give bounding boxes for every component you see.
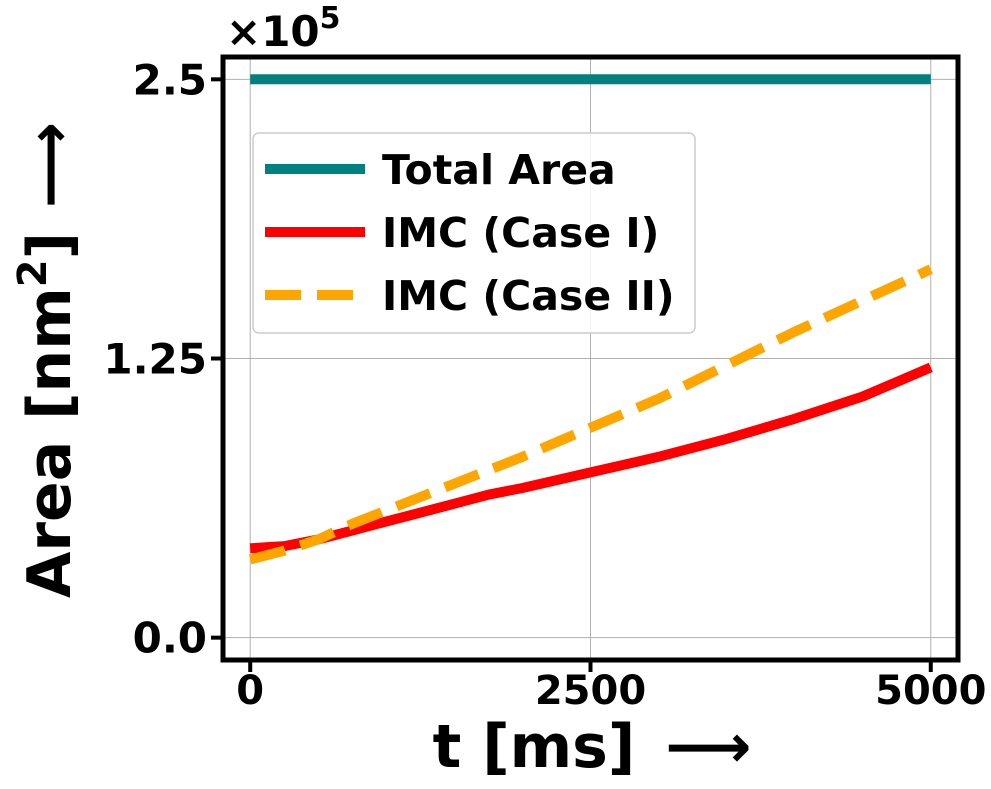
legend: Total Area IMC (Case I) IMC (Case II) (252, 132, 696, 334)
legend-label: Total Area (382, 146, 616, 194)
x-tick-label: 2500 (535, 668, 646, 714)
x-axis-arrow: ⟶ (665, 712, 751, 782)
legend-box (252, 132, 696, 334)
y-axis-label: Area [nm (15, 287, 85, 598)
y-axis-title: Area [nm2] ⟶ (10, 122, 85, 598)
x-tick-label: 0 (236, 668, 264, 714)
series-layer (248, 74, 933, 565)
y-axis-label-close: ] (15, 232, 85, 259)
x-tick-label: 5000 (875, 668, 986, 714)
y-tick-label: 0.0 (133, 614, 207, 663)
legend-label: IMC (Case I) (382, 209, 659, 257)
tick-layer: 0 2500 5000 0.0 1.25 2.5 (103, 55, 986, 714)
y-tick-label: 2.5 (133, 55, 207, 104)
series-line-3 (248, 264, 933, 565)
y-multiplier-base: ×10 (226, 7, 320, 56)
y-tick-label: 1.25 (103, 335, 207, 384)
x-axis-title: t [ms] ⟶ (433, 712, 752, 782)
legend-label: IMC (Case II) (382, 272, 675, 320)
y-multiplier: ×105 (226, 1, 341, 56)
y-multiplier-exponent: 5 (320, 1, 341, 36)
y-axis-arrow: ⟶ (15, 122, 85, 208)
x-axis-label: t [ms] (433, 712, 636, 782)
y-axis-label-superscript: 2 (10, 259, 56, 287)
